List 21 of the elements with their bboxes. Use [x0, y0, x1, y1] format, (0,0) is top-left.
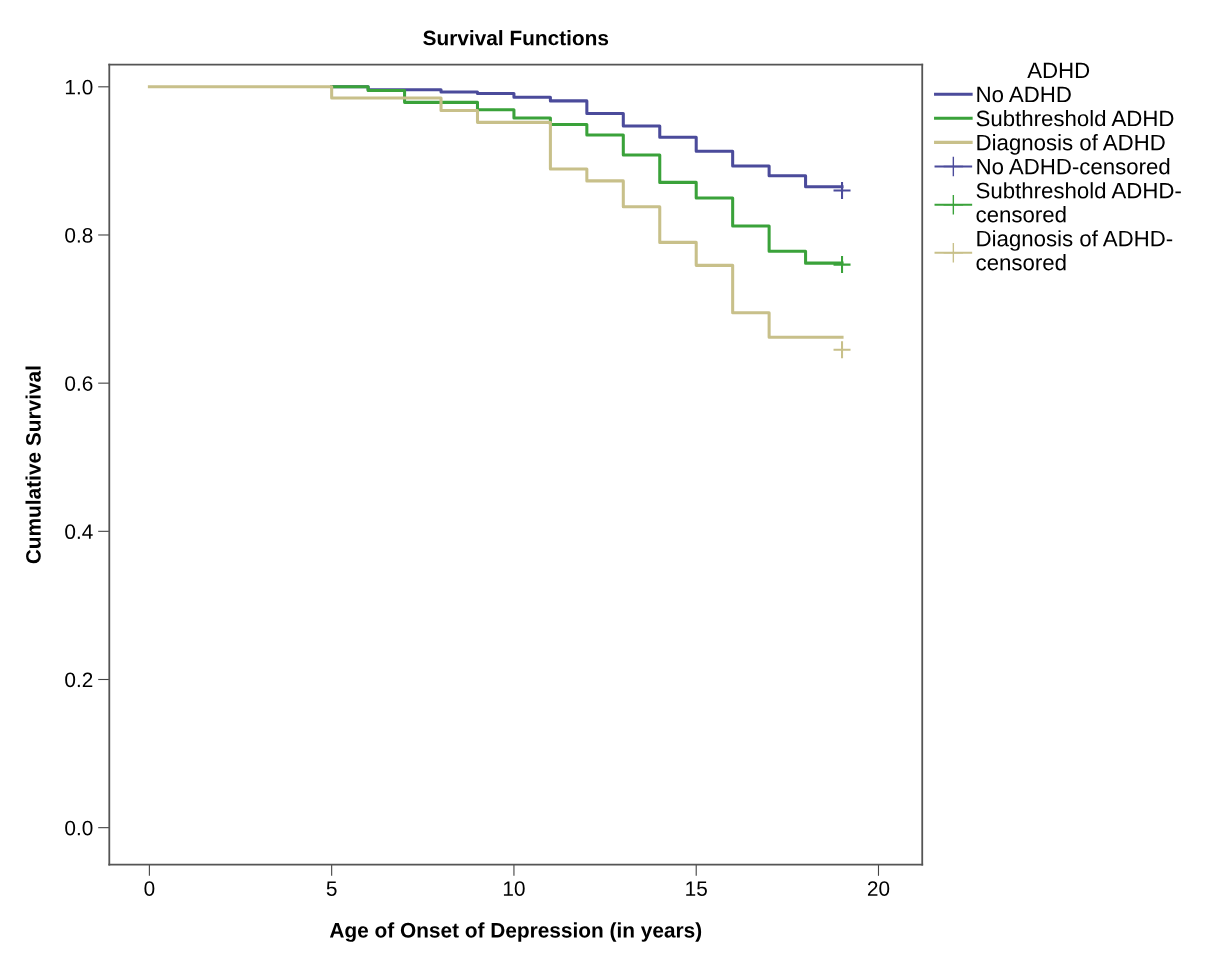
y-tick-label: 0.2 — [65, 672, 93, 688]
y-tick-label: 0.8 — [65, 227, 93, 243]
x-tick-label: 0 — [144, 881, 155, 896]
legend-label: Subthreshold ADHD- censored — [976, 182, 1181, 223]
legend-label: No ADHD — [977, 86, 1071, 103]
x-tick-label: 5 — [326, 881, 337, 896]
y-tick-label: 0.0 — [65, 820, 93, 836]
legend-label: Diagnosis of ADHD- censored — [976, 230, 1173, 271]
x-tick-label: 15 — [686, 881, 707, 896]
y-tick-label: 0.6 — [65, 376, 93, 391]
legend-label: No ADHD-censored — [977, 158, 1170, 175]
x-tick-label: 20 — [867, 881, 890, 896]
x-tick-label: 10 — [503, 881, 525, 896]
y-tick-label: 1.0 — [65, 79, 93, 95]
legend-label: Subthreshold ADHD — [976, 110, 1174, 127]
y-tick-label: 0.4 — [65, 524, 93, 540]
legend-title: ADHD — [1027, 62, 1090, 79]
legend-label: Diagnosis of ADHD — [977, 134, 1165, 155]
y-axis-title: Cumulative Survival — [25, 366, 41, 564]
x-axis-title: Age of Onset of Depression (in years) — [329, 922, 702, 942]
chart-title: Survival Functions — [423, 30, 609, 46]
